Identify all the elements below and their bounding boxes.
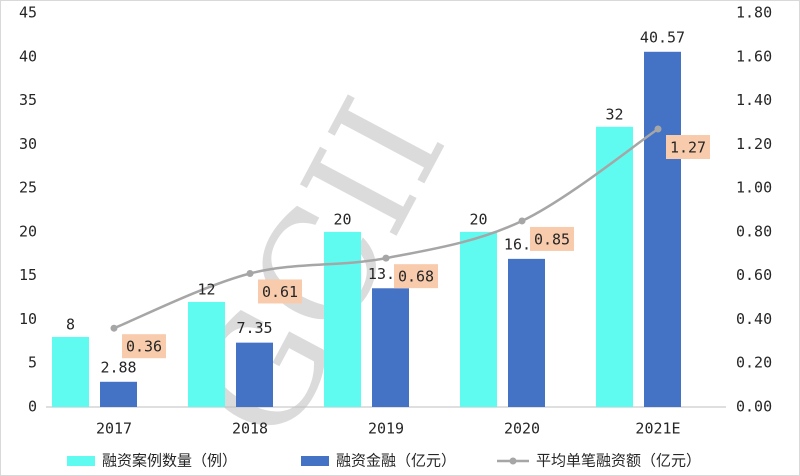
legend-marker-average — [509, 457, 517, 465]
data-label-count: 32 — [605, 105, 623, 123]
y-left-tick-label: 20 — [19, 222, 37, 240]
y-left-tick-label: 5 — [28, 354, 37, 372]
data-labels: 82.88127.352013.562016.923240.570.360.61… — [66, 28, 710, 376]
y-right-tick-label: 1.40 — [736, 91, 772, 109]
data-label-average: 1.27 — [670, 139, 706, 157]
data-label-count: 12 — [197, 280, 215, 298]
y-left-tick-label: 10 — [19, 310, 37, 328]
average-line — [110, 125, 662, 332]
data-label-average: 0.36 — [126, 338, 162, 356]
y-right-tick-label: 0.80 — [736, 222, 772, 240]
bar-financing-amount — [100, 381, 137, 407]
bars — [52, 51, 681, 408]
average-point — [654, 125, 662, 133]
axes: 0 5 10 15 20 25 30 35 40 45 0.00 0.20 0.40 0.60 0.80 1.… — [19, 4, 772, 438]
legend: 融资案例数量（例） 融资金融（亿元） 平均单笔融资额（亿元） — [67, 452, 701, 470]
y-right-tick-label: 0.40 — [736, 310, 772, 328]
data-label-average: 0.61 — [262, 283, 298, 301]
y-right-tick-label: 1.20 — [736, 135, 772, 153]
data-label-count: 8 — [66, 315, 75, 333]
bar-case-count — [596, 126, 633, 408]
bar-financing-amount — [508, 258, 545, 407]
legend-label-average: 平均单笔融资额（亿元） — [536, 452, 701, 470]
bar-case-count — [188, 301, 225, 407]
y-right-tick-label: 1.80 — [736, 4, 772, 22]
data-label-average: 0.85 — [534, 230, 570, 248]
average-point — [110, 324, 118, 332]
bar-case-count — [460, 231, 497, 407]
average-point — [518, 217, 526, 225]
data-label-count: 20 — [333, 210, 351, 228]
data-label-amount: 7.35 — [236, 319, 272, 337]
bar-case-count — [324, 231, 361, 407]
y-right-tick-label: 0.60 — [736, 266, 772, 284]
legend-swatch-financing-amount — [301, 456, 329, 466]
y-right-tick-label: 0.20 — [736, 354, 772, 372]
legend-label-case-count: 融资案例数量（例） — [102, 452, 237, 470]
x-tick-label: 2021E — [635, 420, 680, 438]
data-label-amount: 2.88 — [100, 358, 136, 376]
x-tick-label: 2018 — [232, 420, 268, 438]
y-right-tick-label: 1.00 — [736, 179, 772, 197]
y-left-tick-label: 45 — [19, 4, 37, 22]
average-label-box — [530, 226, 574, 251]
legend-swatch-case-count — [67, 456, 95, 466]
y-right-tick-label: 0.00 — [736, 398, 772, 416]
average-label-box — [666, 135, 710, 160]
data-label-amount: 40.57 — [640, 28, 685, 46]
x-tick-label: 2017 — [96, 420, 132, 438]
legend-label-financing-amount: 融资金融（亿元） — [336, 452, 456, 470]
y-left-tick-label: 15 — [19, 266, 37, 284]
y-left-tick-label: 35 — [19, 91, 37, 109]
average-point — [246, 269, 254, 277]
x-tick-label: 2019 — [368, 420, 404, 438]
bar-financing-amount — [372, 288, 409, 407]
bar-financing-amount — [644, 51, 681, 407]
average-point — [382, 254, 390, 262]
y-left-tick-label: 40 — [19, 47, 37, 65]
x-tick-label: 2020 — [504, 420, 540, 438]
average-label-box — [394, 264, 438, 289]
average-label-box — [122, 334, 166, 359]
y-left-tick-label: 0 — [28, 398, 37, 416]
y-left-tick-label: 25 — [19, 179, 37, 197]
bar-financing-amount — [236, 342, 273, 407]
data-label-count: 20 — [469, 210, 487, 228]
data-label-average: 0.68 — [398, 268, 434, 286]
y-right-tick-label: 1.60 — [736, 47, 772, 65]
average-label-box — [258, 279, 302, 304]
bar-case-count — [52, 336, 89, 407]
y-left-tick-label: 30 — [19, 135, 37, 153]
